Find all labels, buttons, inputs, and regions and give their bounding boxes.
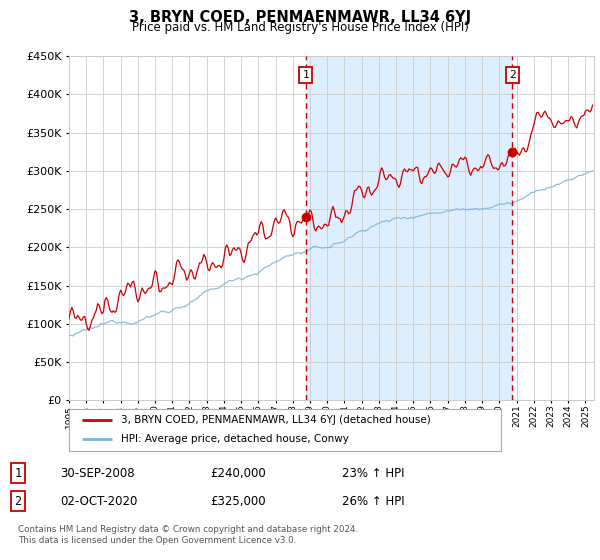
Bar (305, 56, 512, 400)
Text: 2: 2 (14, 494, 22, 508)
Text: 3, BRYN COED, PENMAENMAWR, LL34 6YJ: 3, BRYN COED, PENMAENMAWR, LL34 6YJ (129, 10, 471, 25)
Text: 26% ↑ HPI: 26% ↑ HPI (342, 494, 404, 508)
Text: 2: 2 (509, 70, 515, 80)
Text: 1: 1 (302, 70, 309, 80)
Text: Price paid vs. HM Land Registry's House Price Index (HPI): Price paid vs. HM Land Registry's House … (131, 21, 469, 34)
Text: Contains HM Land Registry data © Crown copyright and database right 2024.
This d: Contains HM Land Registry data © Crown c… (18, 525, 358, 545)
Text: 1: 1 (14, 466, 22, 480)
Text: HPI: Average price, detached house, Conwy: HPI: Average price, detached house, Conw… (121, 435, 349, 445)
Text: 02-OCT-2020: 02-OCT-2020 (60, 494, 137, 508)
Text: 30-SEP-2008: 30-SEP-2008 (60, 466, 134, 480)
Text: £325,000: £325,000 (210, 494, 266, 508)
Text: £240,000: £240,000 (210, 466, 266, 480)
Text: 3, BRYN COED, PENMAENMAWR, LL34 6YJ (detached house): 3, BRYN COED, PENMAENMAWR, LL34 6YJ (det… (121, 415, 431, 425)
Text: 23% ↑ HPI: 23% ↑ HPI (342, 466, 404, 480)
